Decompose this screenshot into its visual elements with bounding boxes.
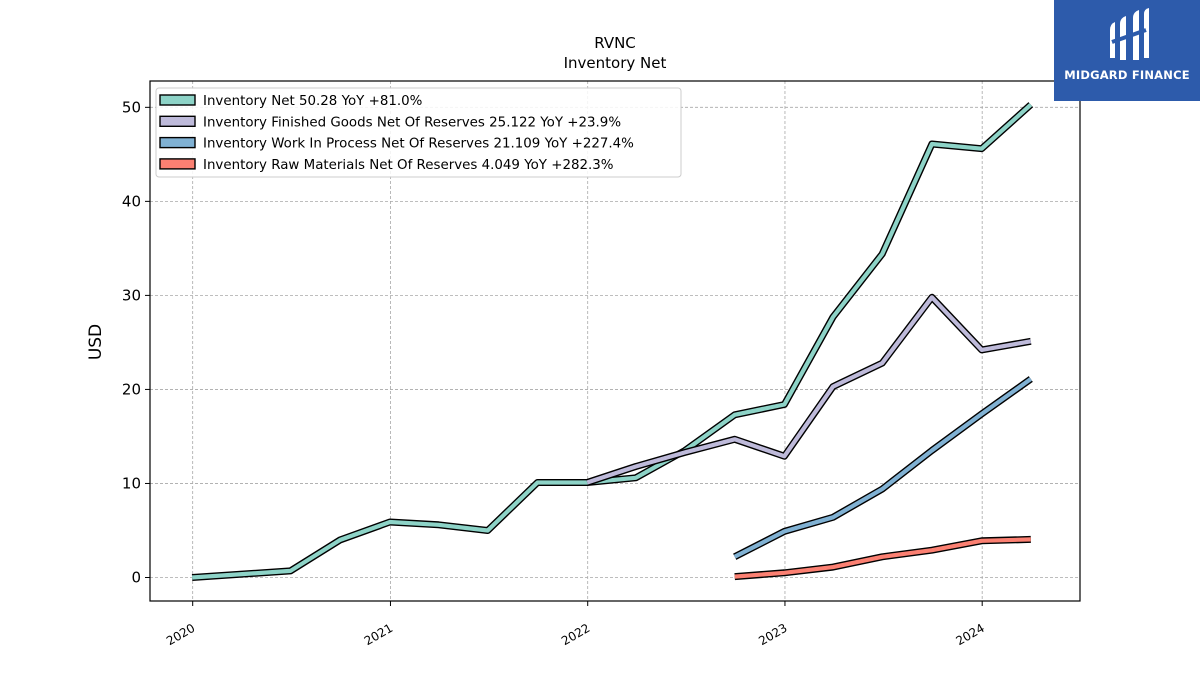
chart-title: RVNC — [594, 34, 636, 52]
y-tick-label: 20 — [122, 380, 141, 398]
y-tick-label: 50 — [122, 98, 141, 116]
legend-swatch — [159, 94, 196, 106]
series-stroke — [733, 377, 1033, 559]
series-stroke — [734, 537, 1031, 579]
legend-box — [155, 87, 682, 178]
plot-frame — [149, 80, 1081, 602]
legend-swatch — [159, 115, 196, 128]
legend: Inventory Net 50.28 YoY +81.0% Inventory … — [155, 87, 682, 178]
legend-swatch — [159, 158, 196, 170]
legend-swatch — [159, 136, 196, 149]
series-line-0 — [191, 102, 1034, 581]
x-tick-label: 2024 — [953, 621, 986, 648]
x-tick-label: 2021 — [362, 621, 395, 648]
y-tick-label: 40 — [122, 192, 141, 210]
brand-mark-icon — [1110, 8, 1149, 60]
legend-entry: Inventory Net 50.28 YoY +81.0% — [203, 94, 422, 109]
series-line-1 — [586, 293, 1032, 486]
series-lines — [191, 102, 1034, 581]
y-tick-label: 30 — [122, 286, 141, 304]
y-tick-label: 0 — [131, 568, 141, 586]
legend-entry: Inventory Finished Goods Net Of Reserves… — [203, 115, 621, 130]
series-line-2 — [733, 376, 1033, 560]
x-tick-label: 2023 — [756, 621, 789, 648]
series-stroke — [191, 103, 1033, 580]
brand-name: MIDGARD FINANCE — [1064, 68, 1190, 82]
series-line-3 — [734, 535, 1031, 581]
y-tick-label: 10 — [122, 474, 141, 492]
brand-logo: MIDGARD FINANCE — [1054, 0, 1200, 101]
series-outline — [586, 293, 1032, 486]
series-stroke — [586, 295, 1032, 485]
x-tick-label: 2020 — [164, 621, 197, 648]
legend-entry: Inventory Raw Materials Net Of Reserves … — [203, 158, 614, 173]
x-tick-label: 2022 — [559, 621, 592, 648]
legend-entry: Inventory Work In Process Net Of Reserve… — [203, 137, 634, 152]
chart-subtitle: Inventory Net — [564, 54, 667, 72]
y-axis-label: USD — [86, 324, 106, 360]
